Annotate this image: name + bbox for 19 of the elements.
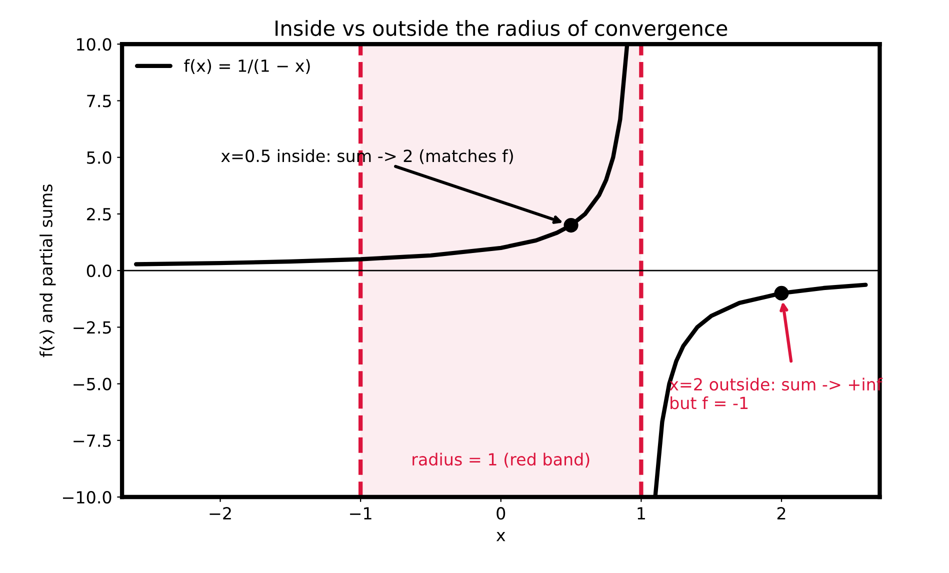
legend-label: f(x) = 1/(1 − x): [184, 59, 310, 74]
y-tick-label: 7.5: [87, 94, 111, 108]
y-tick-label: 2.5: [87, 208, 111, 221]
band-label: radius = 1 (red band): [412, 452, 590, 468]
y-tick-label: −2.5: [74, 321, 111, 334]
x-tick-label: 0: [496, 507, 506, 520]
y-tick-label: 0.0: [86, 264, 112, 278]
y-tick-label: −10.0: [63, 490, 112, 504]
x-axis-title: x: [496, 532, 506, 542]
y-axis-title: f(x) and partial sums: [40, 184, 56, 358]
x-tick-label: 1: [638, 507, 645, 520]
x-tick-label: −2: [210, 507, 231, 520]
y-tick-label: 5.0: [87, 151, 112, 164]
y-tick-label: 10.0: [77, 38, 112, 51]
x-tick-label: 2: [777, 507, 786, 520]
y-tick-label: −7.5: [74, 434, 111, 447]
chart-title: Inside vs outside the radius of convergence: [276, 20, 728, 40]
x-tick-label: −1: [350, 507, 372, 520]
y-tick-label: −5.0: [74, 378, 112, 390]
